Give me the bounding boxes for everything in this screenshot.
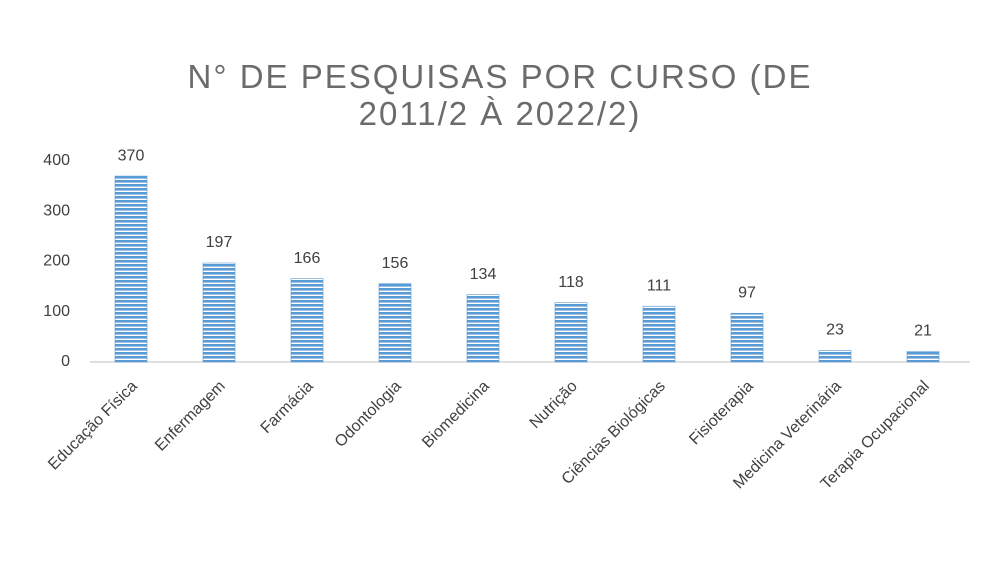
bar — [202, 262, 236, 363]
bar — [290, 278, 324, 363]
bar — [114, 175, 148, 363]
x-tick-label: Biomedicina — [419, 378, 493, 452]
data-label: 118 — [558, 274, 584, 291]
x-tick-label: Fisioterapia — [686, 378, 757, 449]
x-tick-label: Educação Física — [45, 378, 141, 474]
y-tick-label: 0 — [61, 353, 70, 370]
y-tick-label: 100 — [43, 303, 70, 320]
y-tick-label: 400 — [43, 152, 70, 169]
chart-title: N° DE PESQUISAS POR CURSO (DE 2011/2 À 2… — [187, 58, 813, 132]
x-tick-label: Nutrição — [527, 378, 581, 432]
data-label: 134 — [470, 266, 497, 283]
x-tick-label: Farmácia — [258, 378, 317, 437]
data-label: 97 — [738, 284, 756, 301]
data-label: 23 — [826, 322, 844, 339]
data-label: 370 — [118, 147, 145, 164]
x-tick-label: Enfermagem — [152, 378, 229, 455]
y-tick-label: 300 — [43, 202, 70, 219]
bar — [378, 283, 412, 363]
bar — [906, 351, 940, 363]
x-tick-label: Odontologia — [332, 378, 405, 451]
y-tick-label: 200 — [43, 253, 70, 270]
bar — [642, 305, 676, 363]
data-label: 166 — [294, 250, 321, 267]
bar — [818, 350, 852, 363]
bar — [466, 294, 500, 363]
data-label: 156 — [382, 255, 409, 272]
data-label: 111 — [647, 277, 671, 294]
data-label: 197 — [206, 234, 233, 251]
bar — [730, 312, 764, 363]
data-label: 21 — [914, 323, 932, 340]
bar — [554, 302, 588, 363]
